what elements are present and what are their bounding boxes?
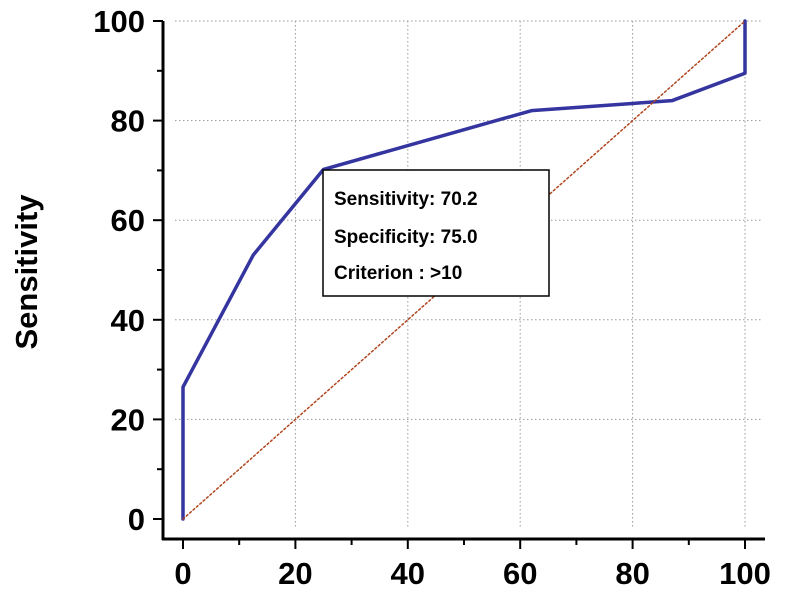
y-tick-label: 0 bbox=[128, 502, 145, 537]
axes bbox=[153, 20, 765, 549]
y-tick-label: 20 bbox=[111, 402, 145, 437]
x-tick-label: 100 bbox=[719, 556, 771, 589]
x-tick-label: 20 bbox=[278, 556, 312, 589]
y-tick-label: 100 bbox=[93, 4, 145, 39]
x-tick-label: 0 bbox=[174, 556, 191, 589]
x-tick-label: 60 bbox=[503, 556, 537, 589]
annotation-box bbox=[322, 169, 550, 297]
annotation-specificity: Specificity: 75.0 bbox=[334, 227, 478, 248]
y-tick-label: 40 bbox=[111, 303, 145, 338]
grid-lines bbox=[175, 20, 763, 529]
x-tick-label: 40 bbox=[391, 556, 425, 589]
annotation-criterion: Criterion : >10 bbox=[334, 263, 462, 284]
y-axis-title: Sensitivity bbox=[9, 194, 44, 350]
criterion-annotation: Sensitivity: 70.2 Specificity: 75.0 Crit… bbox=[322, 169, 550, 297]
x-tick-label: 80 bbox=[615, 556, 649, 589]
roc-curve-line bbox=[181, 19, 747, 521]
annotation-sensitivity: Sensitivity: 70.2 bbox=[334, 189, 478, 210]
y-tick-label: 80 bbox=[111, 104, 145, 139]
y-tick-label: 60 bbox=[111, 203, 145, 238]
tick-labels: 0 20 40 60 80 100 0 20 40 60 80 100 bbox=[93, 4, 771, 589]
